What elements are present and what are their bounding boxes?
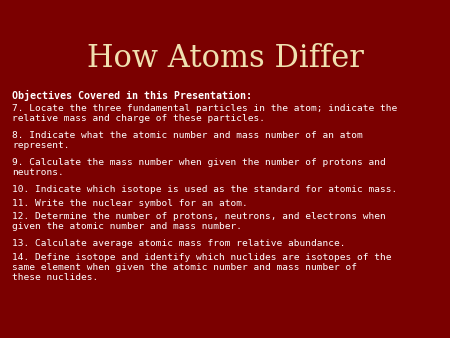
Text: 11. Write the nuclear symbol for an atom.: 11. Write the nuclear symbol for an atom… bbox=[12, 198, 248, 208]
Text: 10. Indicate which isotope is used as the standard for atomic mass.: 10. Indicate which isotope is used as th… bbox=[12, 185, 397, 194]
Text: 12. Determine the number of protons, neutrons, and electrons when
given the atom: 12. Determine the number of protons, neu… bbox=[12, 212, 386, 231]
Text: 7. Locate the three fundamental particles in the atom; indicate the
relative mas: 7. Locate the three fundamental particle… bbox=[12, 104, 397, 123]
Text: 8. Indicate what the atomic number and mass number of an atom
represent.: 8. Indicate what the atomic number and m… bbox=[12, 131, 363, 150]
Text: How Atoms Differ: How Atoms Differ bbox=[86, 43, 364, 74]
Text: 13. Calculate average atomic mass from relative abundance.: 13. Calculate average atomic mass from r… bbox=[12, 239, 346, 248]
Text: Objectives Covered in this Presentation:: Objectives Covered in this Presentation: bbox=[12, 90, 252, 101]
Text: 14. Define isotope and identify which nuclides are isotopes of the
same element : 14. Define isotope and identify which nu… bbox=[12, 252, 391, 282]
Text: 9. Calculate the mass number when given the number of protons and
neutrons.: 9. Calculate the mass number when given … bbox=[12, 158, 386, 177]
